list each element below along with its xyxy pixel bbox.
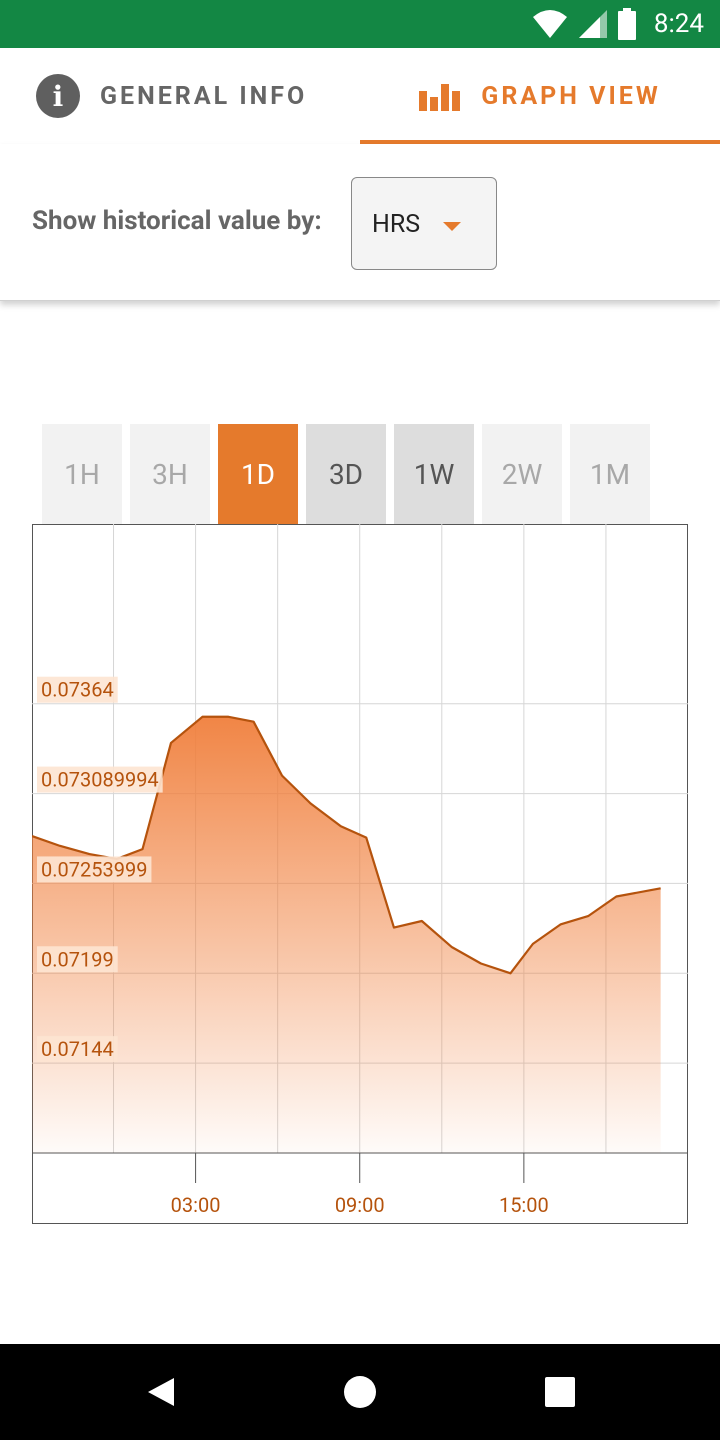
- y-tick-label: 0.07364: [41, 678, 114, 702]
- home-icon[interactable]: [343, 1375, 377, 1409]
- range-button-3h[interactable]: 3H: [130, 424, 210, 524]
- series-line: [31, 715, 661, 975]
- active-tab-indicator: [360, 140, 720, 144]
- caret-down-icon: [443, 222, 461, 231]
- x-tick-label: 09:00: [335, 1193, 385, 1217]
- x-tick-label: 03:00: [171, 1193, 221, 1217]
- status-time: 8:24: [653, 9, 704, 39]
- interval-dropdown-value: HRS: [372, 210, 421, 239]
- y-tick-label-bg: [37, 856, 152, 883]
- bar-chart-icon: [419, 84, 461, 111]
- chart-svg: 0.07364 0.073089994 0.07253999 0.07199 0.071…: [31, 524, 688, 1224]
- range-button-2w[interactable]: 2W: [482, 424, 562, 524]
- status-icons: 8:24: [532, 0, 704, 48]
- tab-general-info[interactable]: i GENERAL INFO: [36, 48, 307, 144]
- tab-graph-view-label: GRAPH VIEW: [481, 81, 661, 111]
- filter-panel: Show historical value by: HRS: [0, 144, 720, 301]
- range-button-1h[interactable]: 1H: [42, 424, 122, 524]
- y-tick-label-bg: [37, 946, 118, 973]
- wifi-icon: [532, 10, 567, 38]
- range-button-3d[interactable]: 3D: [306, 424, 386, 524]
- price-chart: 0.07364 0.073089994 0.07253999 0.07199 0.071…: [31, 524, 688, 1224]
- interval-dropdown[interactable]: HRS: [351, 177, 497, 270]
- filter-label: Show historical value by:: [32, 206, 322, 236]
- info-icon: i: [36, 74, 80, 118]
- x-tick-label: 15:00: [499, 1193, 549, 1217]
- battery-icon: [617, 8, 636, 40]
- recents-icon[interactable]: [545, 1377, 575, 1407]
- cell-signal-icon: [578, 10, 607, 38]
- range-button-1m[interactable]: 1M: [570, 424, 650, 524]
- tab-graph-view[interactable]: GRAPH VIEW: [360, 48, 720, 144]
- y-tick-label: 0.07144: [41, 1037, 114, 1061]
- y-tick-label-bg: [37, 766, 163, 793]
- navigation-bar: [0, 1344, 720, 1440]
- back-icon[interactable]: [144, 1376, 176, 1408]
- status-bar: 8:24: [0, 0, 720, 48]
- y-tick-label-bg: [37, 1036, 118, 1063]
- tab-bar: i GENERAL INFO GRAPH VIEW: [0, 48, 720, 144]
- y-tick-label: 0.07199: [41, 947, 114, 971]
- y-tick-label: 0.073089994: [41, 768, 159, 792]
- y-tick-label: 0.07253999: [41, 857, 147, 881]
- series-area: [32, 716, 661, 1153]
- range-button-1w[interactable]: 1W: [394, 424, 474, 524]
- tab-general-info-label: GENERAL INFO: [100, 81, 308, 111]
- range-button-1d[interactable]: 1D: [218, 424, 298, 524]
- y-tick-label-bg: [37, 676, 118, 703]
